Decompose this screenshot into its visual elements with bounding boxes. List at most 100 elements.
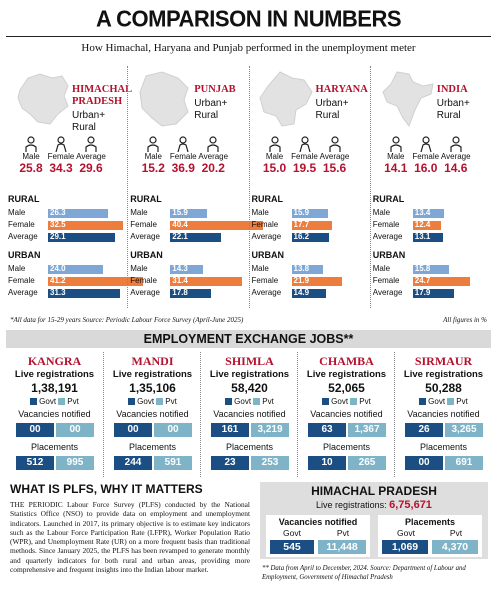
hp-pl-govt-value: 1,069 [382, 540, 428, 554]
bar: 31.4 [170, 276, 243, 286]
state-column: HIMACHAL PRADESH Urban+ Rural Male 25.8 Female… [6, 66, 143, 308]
units-note: All figures in % [443, 316, 487, 324]
rural-male-row: Male 13.4 [373, 208, 493, 218]
rural-female-row: Female 32.5 [8, 220, 129, 230]
vacancies-values: 26 3,265 [405, 423, 483, 437]
govt-legend-label: Govt [137, 397, 157, 406]
urban-female-row: Female 21.9 [252, 276, 372, 286]
overall-rates: Male 25.8 Female 34.3 Average 29.6 [6, 136, 127, 186]
bar-label: Average [130, 288, 160, 297]
hp-placements-box: Placements Govt Pvt 1,069 4,370 [378, 515, 482, 557]
rate-value: 15.2 [141, 161, 165, 175]
vacancies-pvt-value: 00 [56, 423, 94, 437]
live-registrations-value: 1,35,106 [129, 381, 176, 395]
placements-values: 23 253 [211, 456, 289, 470]
rural-male-row: Male 26.3 [8, 208, 129, 218]
bar-value: 17.8 [172, 288, 188, 297]
pvt-legend-label: Pvt [165, 397, 177, 406]
pvt-swatch [58, 398, 66, 405]
rate-label: Female [291, 152, 318, 161]
bar-value: 17.9 [414, 288, 431, 297]
rate-label: Male [144, 152, 162, 161]
survey-note: *All data for 15-29 years Source: Period… [10, 316, 244, 324]
hp-pl-govt-label: Govt [397, 528, 415, 538]
urban-average-row: Average 17.8 [130, 288, 250, 298]
district-jobs: KANGRA Live registrations 1,38,191 Govt Pvt… [6, 352, 491, 477]
rate-label: Female [169, 152, 197, 161]
rate-value: 20.2 [201, 161, 225, 175]
bar-label: Male [8, 208, 26, 217]
placements-govt-value: 23 [211, 456, 249, 470]
govt-swatch [225, 398, 233, 405]
bar-label: Female [8, 276, 35, 285]
male-person-icon [390, 136, 402, 152]
rate-label: Female [412, 152, 440, 161]
rate-label: Female [47, 152, 75, 161]
district-column: MANDI Live registrations 1,35,106 Govt Pvt V… [103, 352, 200, 477]
rate-average: Average 20.2 [198, 136, 228, 175]
urban-male-row: Male 13.8 [252, 264, 372, 274]
bar-value: 14.3 [172, 264, 188, 273]
vacancies-values: 161 3,219 [211, 423, 289, 437]
bar: 13.4 [412, 208, 444, 218]
rural-average-row: Average 13.1 [373, 232, 493, 242]
hp-vac-govt-value: 545 [270, 540, 314, 554]
live-registrations-label: Live registrations [209, 369, 290, 380]
bar-value: 26.3 [50, 208, 66, 217]
state-name-line: HARYANA [315, 84, 368, 95]
state-column: INDIA Urban+ Rural Male 14.1 Female 16.0 Averag… [369, 66, 493, 308]
bar-label: Female [8, 220, 35, 229]
govt-legend-label: Govt [331, 397, 351, 406]
live-registrations-value: 52,065 [328, 381, 365, 395]
rate-value: 14.6 [444, 161, 468, 175]
bar-label: Average [372, 288, 403, 297]
area-label-line: Rural [194, 110, 219, 121]
pvt-swatch [447, 398, 455, 405]
bar-label: Female [130, 276, 157, 285]
hp-placements-label: Placements [404, 517, 456, 527]
bar-label: Male [372, 264, 391, 273]
rate-value: 15.6 [322, 161, 347, 175]
rate-female: Female 19.5 [290, 136, 320, 175]
bar: 14.3 [170, 264, 204, 274]
bar-value: 40.4 [172, 220, 188, 229]
placements-govt-value: 00 [405, 456, 443, 470]
vacancies-pvt-value: 3,265 [445, 423, 483, 437]
jobs-footnote: ** Data from April to December, 2024. So… [262, 565, 466, 581]
bar: 24.0 [48, 264, 104, 274]
bar: 15.8 [412, 264, 450, 274]
bar-label: Average [251, 288, 282, 297]
bar-value: 31.4 [172, 276, 188, 285]
district-column: KANGRA Live registrations 1,38,191 Govt Pvt… [6, 352, 103, 477]
bar: 15.9 [170, 208, 207, 218]
state-name-line: INDIA [436, 84, 468, 95]
pvt-legend-label: Pvt [359, 397, 371, 406]
bar-value: 12.4 [414, 220, 431, 229]
rate-male: Male 15.0 [260, 136, 290, 175]
live-registrations-label: Live registrations [112, 369, 193, 380]
rate-value: 25.8 [19, 161, 43, 175]
state-name: INDIA [437, 84, 468, 96]
state-name: PUNJAB [194, 84, 235, 96]
urban-male-row: Male 14.3 [130, 264, 250, 274]
state-map-icon [17, 73, 69, 125]
group-person-icon [85, 136, 97, 152]
bar-label: Female [372, 220, 400, 229]
state-comparison: HIMACHAL PRADESH Urban+ Rural Male 25.8 Female… [6, 66, 491, 308]
bar-label: Male [372, 208, 391, 217]
area-label: Urban+ Rural [194, 98, 227, 122]
bar: 17.8 [170, 288, 212, 298]
rate-value: 19.5 [292, 161, 317, 175]
hp-live-label: Live registrations: [316, 500, 387, 510]
bar: 26.3 [48, 208, 109, 218]
rate-male: Male 15.2 [138, 136, 168, 175]
rate-female: Female 16.0 [411, 136, 441, 175]
live-registrations-value: 50,288 [425, 381, 462, 395]
bar-value: 13.1 [414, 232, 431, 241]
area-label-line: Urban+ [72, 110, 106, 121]
vacancies-govt-value: 00 [16, 423, 54, 437]
hp-pl-pvt-label: Pvt [449, 528, 463, 538]
bar-label: Male [130, 264, 148, 273]
urban-male-row: Male 24.0 [8, 264, 129, 274]
overall-rates: Male 15.2 Female 36.9 Average 20.2 [128, 136, 248, 186]
